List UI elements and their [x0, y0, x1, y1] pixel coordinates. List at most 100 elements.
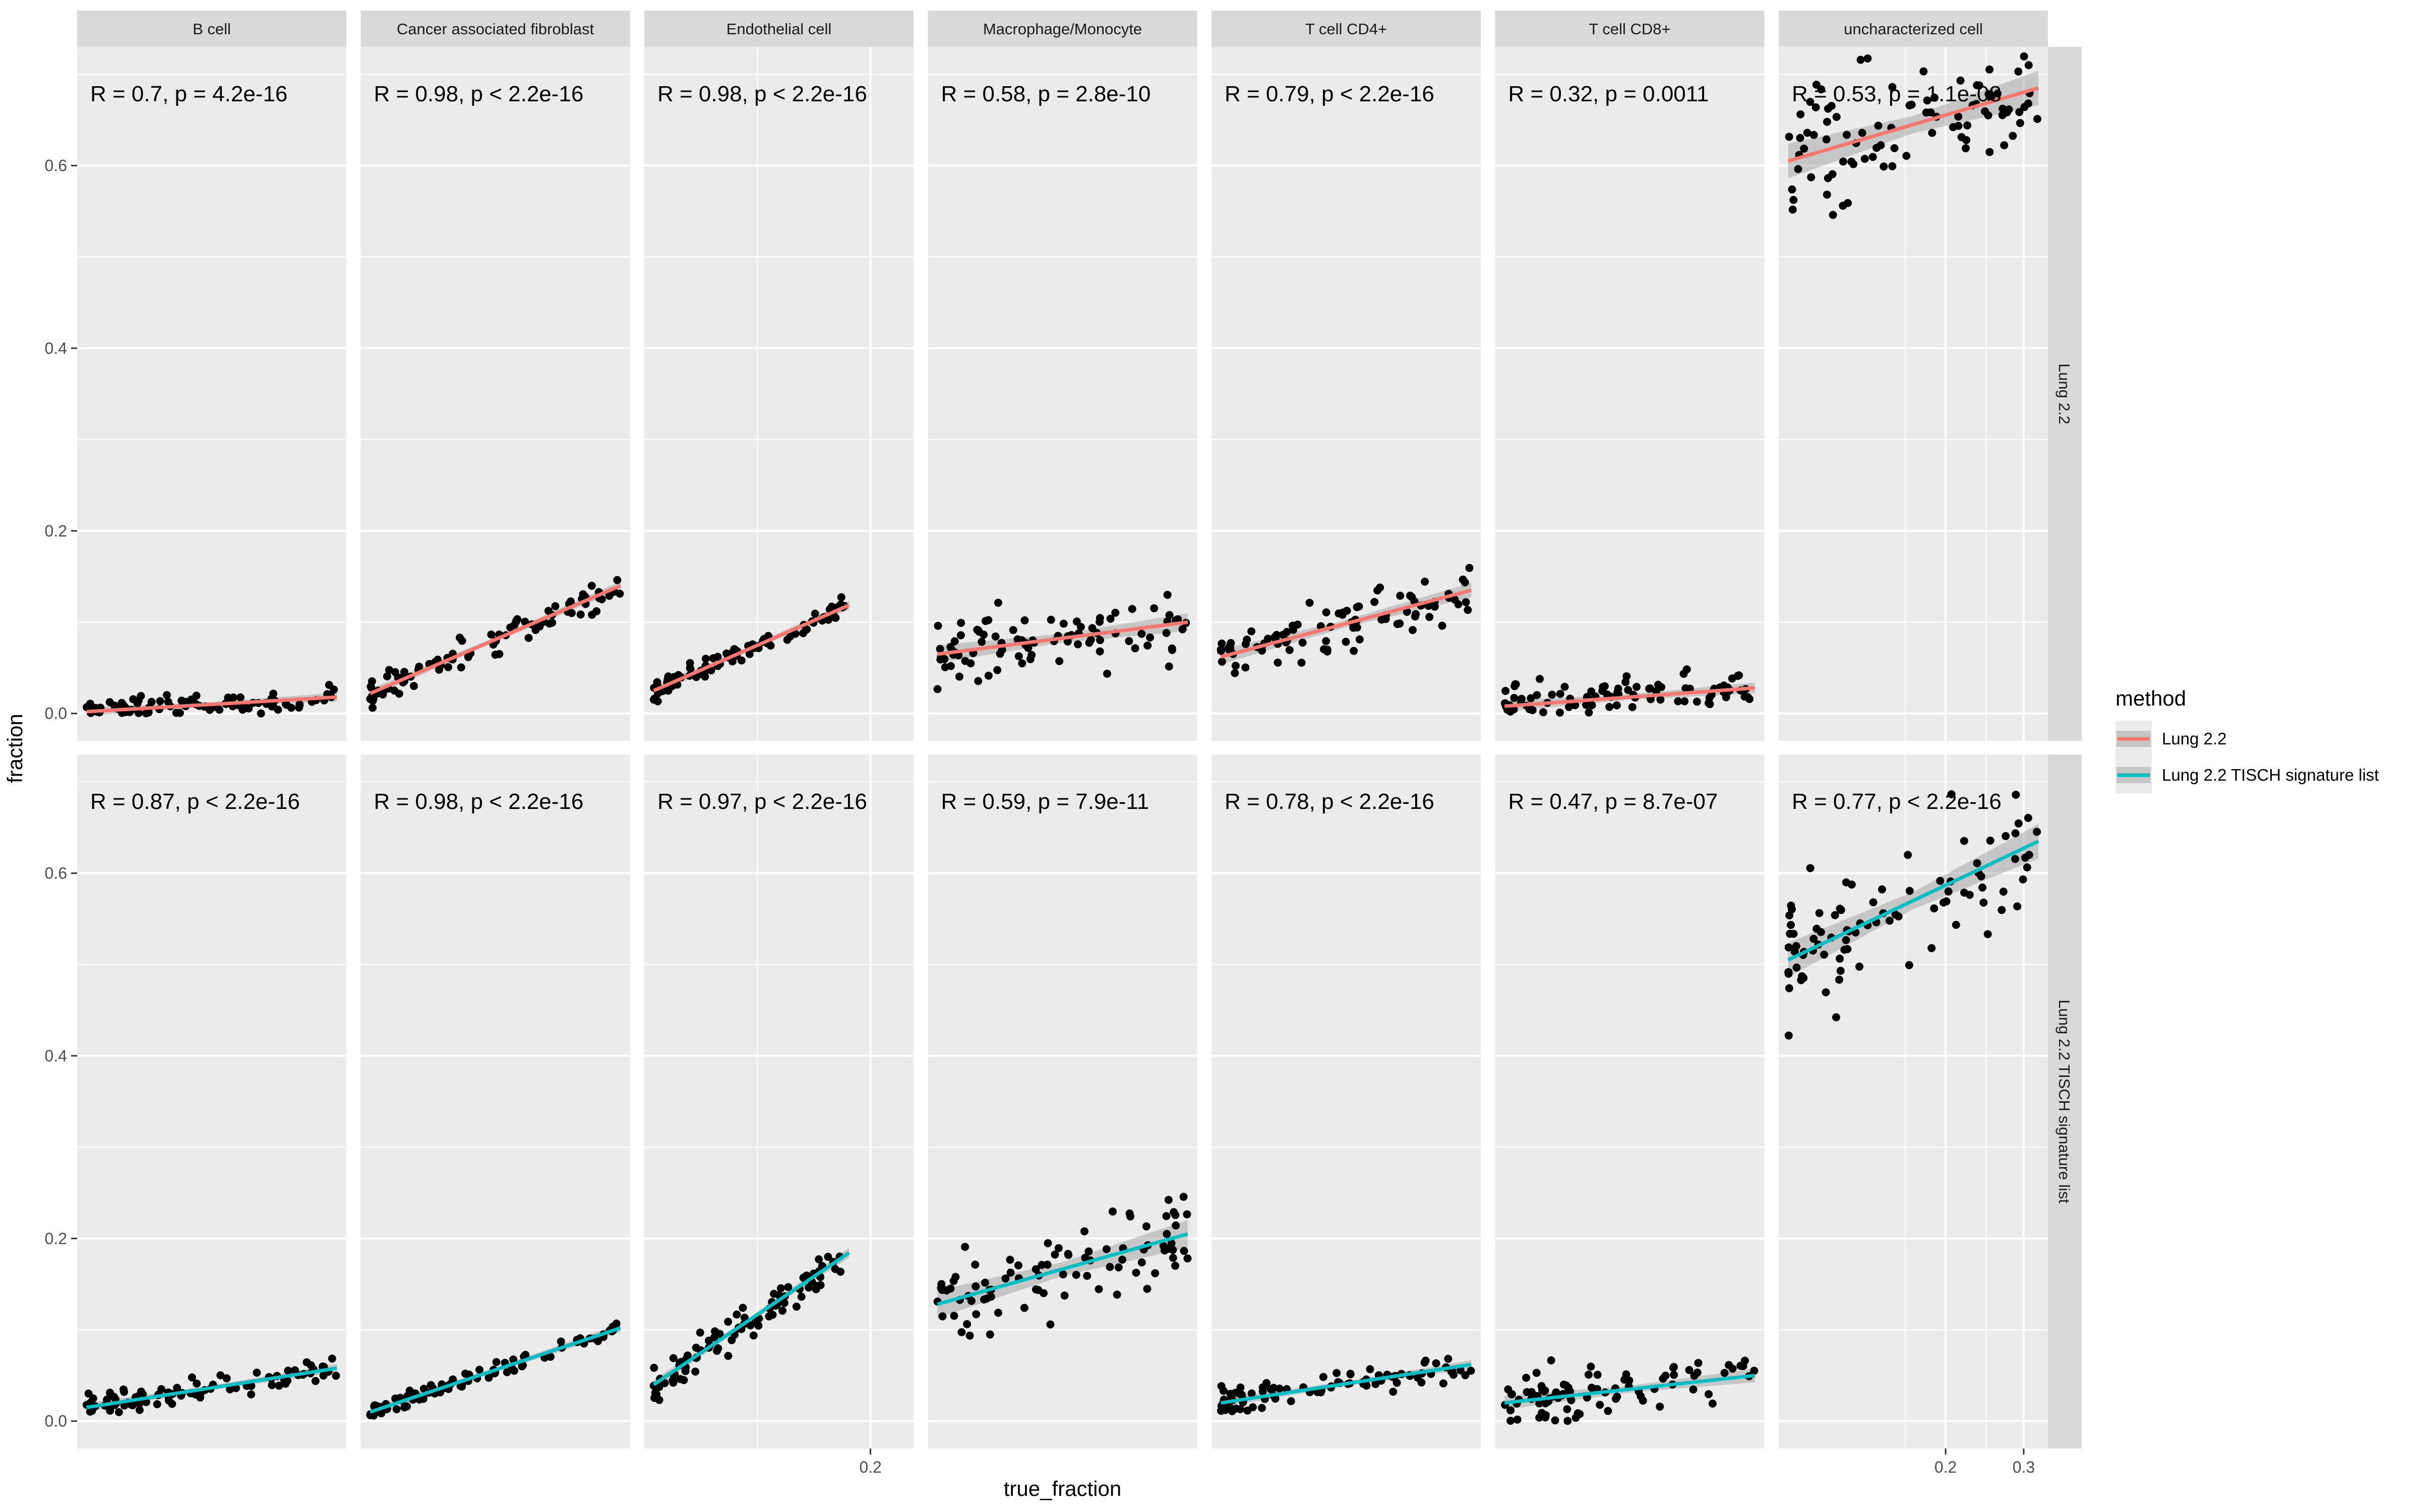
- correlation-annotation: R = 0.78, p < 2.2e-16: [1225, 789, 1434, 814]
- panel-background: [77, 754, 346, 1448]
- data-point: [983, 1294, 991, 1303]
- panel-background: [928, 754, 1197, 1448]
- strip-label-column: uncharacterized cell: [1844, 20, 1983, 38]
- data-point: [733, 1310, 741, 1319]
- data-point: [1694, 1359, 1703, 1367]
- data-point: [1417, 1378, 1426, 1387]
- data-point: [2016, 119, 2024, 128]
- data-point: [1020, 616, 1029, 624]
- data-point: [1054, 1244, 1063, 1252]
- x-tick-label: 0.2: [1934, 1458, 1957, 1476]
- data-point: [1954, 112, 1963, 121]
- data-point: [1287, 1397, 1295, 1406]
- data-point: [1949, 123, 1957, 132]
- data-point: [1832, 1013, 1840, 1022]
- data-point: [1217, 1407, 1225, 1415]
- data-point: [1342, 638, 1350, 646]
- strip-top-1: [360, 11, 630, 47]
- data-point: [1978, 884, 1987, 892]
- data-point: [1605, 703, 1614, 711]
- data-point: [1142, 1222, 1151, 1231]
- data-point: [1692, 698, 1701, 706]
- data-point: [728, 1336, 736, 1345]
- panel-background: [644, 754, 914, 1448]
- data-point: [1513, 1415, 1522, 1424]
- data-point: [135, 1406, 144, 1414]
- data-point: [1705, 699, 1713, 708]
- data-point: [1785, 133, 1793, 141]
- data-point: [1740, 692, 1749, 701]
- data-point: [746, 1321, 755, 1330]
- data-point: [1020, 1304, 1028, 1312]
- data-point: [84, 1389, 93, 1398]
- data-point: [1289, 625, 1298, 634]
- data-point: [510, 1366, 518, 1375]
- data-point: [1322, 637, 1330, 645]
- data-point: [1167, 1239, 1176, 1248]
- data-point: [1894, 912, 1903, 921]
- data-point: [1960, 837, 1968, 845]
- correlation-annotation: R = 0.98, p < 2.2e-16: [374, 82, 584, 106]
- correlation-annotation: R = 0.97, p < 2.2e-16: [657, 789, 867, 814]
- data-point: [1183, 1210, 1191, 1219]
- data-point: [1073, 640, 1082, 649]
- data-point: [971, 1261, 980, 1269]
- data-point: [495, 650, 504, 658]
- data-point: [1355, 635, 1364, 644]
- data-point: [972, 1282, 980, 1291]
- legend-label: Lung 2.2: [2162, 729, 2226, 748]
- strip-right-0: [2047, 47, 2082, 741]
- data-point: [1548, 690, 1556, 699]
- data-point: [961, 657, 970, 665]
- data-point: [986, 1330, 994, 1339]
- data-point: [612, 1319, 621, 1328]
- data-point: [1888, 83, 1897, 91]
- data-point: [1522, 1373, 1531, 1382]
- data-point: [1444, 1355, 1453, 1363]
- data-point: [551, 602, 560, 610]
- data-point: [1355, 602, 1363, 611]
- data-point: [269, 702, 278, 711]
- data-point: [1839, 157, 1847, 166]
- data-point: [187, 696, 196, 704]
- data-point: [1533, 691, 1541, 700]
- data-point: [369, 697, 377, 705]
- data-point: [2023, 863, 2031, 872]
- data-point: [403, 1402, 411, 1411]
- data-point: [1536, 675, 1544, 683]
- data-point: [1789, 929, 1798, 938]
- data-point: [1118, 1255, 1127, 1264]
- data-point: [1811, 103, 1820, 112]
- data-point: [1923, 96, 1931, 105]
- fit-line: [86, 695, 337, 714]
- data-point: [1501, 686, 1510, 695]
- data-point: [1165, 662, 1173, 671]
- data-point: [938, 1312, 947, 1320]
- panel-background: [360, 754, 630, 1448]
- data-point: [1243, 636, 1251, 644]
- data-point: [1165, 611, 1174, 619]
- data-point: [1125, 637, 1133, 646]
- data-point: [724, 1352, 733, 1360]
- fit-line: [1504, 1373, 1756, 1405]
- data-point: [1113, 1290, 1121, 1299]
- data-point: [1059, 619, 1068, 628]
- data-point: [680, 1376, 688, 1384]
- data-point: [981, 617, 990, 625]
- data-point: [1596, 1401, 1604, 1409]
- data-point: [813, 1282, 821, 1290]
- data-point: [1563, 1405, 1571, 1414]
- data-point: [1922, 108, 1930, 117]
- data-point: [1796, 134, 1804, 142]
- data-point: [1420, 1358, 1429, 1367]
- data-point: [457, 663, 465, 672]
- data-point: [153, 1400, 161, 1409]
- data-point: [268, 1381, 276, 1390]
- data-point: [1026, 655, 1035, 663]
- strip-label-row: Lung 2.2 TISCH signature list: [2055, 999, 2073, 1204]
- data-point: [1171, 1262, 1180, 1270]
- data-point: [557, 1337, 565, 1346]
- data-point: [1863, 54, 1872, 62]
- data-point: [1438, 621, 1446, 630]
- data-point: [974, 677, 983, 685]
